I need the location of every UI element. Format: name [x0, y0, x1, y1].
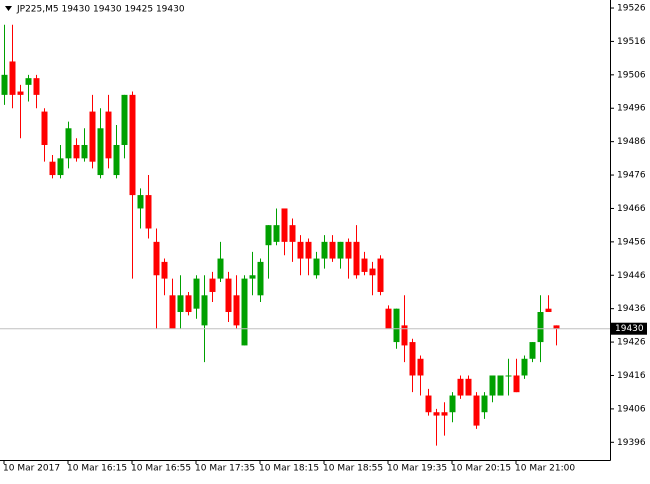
- candle-body: [337, 241, 344, 259]
- candle-body: [361, 258, 368, 272]
- y-tick-label: 19416: [617, 371, 646, 381]
- candle-body: [257, 261, 264, 296]
- candle-body: [521, 358, 528, 376]
- candle-body: [169, 295, 176, 329]
- candle-body: [529, 342, 536, 359]
- y-tick-label: 19496: [617, 104, 646, 114]
- candle-body: [321, 241, 328, 259]
- y-tick-label: 19506: [617, 70, 646, 80]
- chart-title: JP225,M5 19430 19430 19425 19430: [16, 5, 185, 15]
- candle-body: [89, 111, 96, 162]
- candle-body: [353, 241, 360, 276]
- x-tick-label: 10 Mar 18:55: [323, 464, 383, 474]
- y-tick-label: 19456: [617, 237, 646, 247]
- candle-body: [433, 412, 440, 416]
- candle-body: [265, 225, 272, 246]
- candle-body: [121, 94, 128, 145]
- candle-body: [137, 195, 144, 209]
- x-tick-label: 10 Mar 16:15: [67, 464, 127, 474]
- x-tick-label: 10 Mar 20:15: [451, 464, 511, 474]
- candle-body: [105, 111, 112, 159]
- candle-body: [17, 91, 24, 95]
- candle-body: [505, 375, 512, 377]
- candle-body: [553, 325, 560, 329]
- x-tick-label: 10 Mar 21:00: [515, 464, 575, 474]
- candle-body: [97, 128, 104, 176]
- candle-body: [345, 241, 352, 259]
- candle-body: [537, 312, 544, 343]
- menu-arrow[interactable]: [5, 6, 12, 11]
- y-tick-label: 19436: [617, 304, 646, 314]
- candle-body: [233, 295, 240, 326]
- candle-body: [129, 94, 136, 196]
- x-tick-label: 10 Mar 19:35: [387, 464, 447, 474]
- candle-body: [385, 308, 392, 329]
- candle-body: [185, 295, 192, 313]
- candle-body: [513, 375, 520, 393]
- x-tick-label: 10 Mar 17:35: [195, 464, 255, 474]
- y-tick-label: 19426: [617, 338, 646, 348]
- candle-body: [273, 225, 280, 242]
- candle-body: [329, 241, 336, 259]
- y-tick-label: 19406: [617, 404, 646, 414]
- y-tick-label: 19466: [617, 204, 646, 214]
- candle-body: [225, 278, 232, 313]
- candle-body: [153, 241, 160, 276]
- candle-body: [209, 278, 216, 292]
- candle-body: [425, 395, 432, 413]
- candle-body: [113, 144, 120, 176]
- candle-body: [297, 241, 304, 259]
- candle-body: [449, 395, 456, 413]
- candle-body: [65, 128, 72, 159]
- x-tick-label: 10 Mar 2017: [3, 464, 60, 474]
- candle-body: [73, 144, 80, 159]
- candle-body: [441, 412, 448, 416]
- candle-body: [545, 308, 552, 313]
- candle-body: [497, 375, 504, 396]
- candle-body: [161, 261, 168, 279]
- x-tick-label: 10 Mar 18:15: [259, 464, 319, 474]
- candle-body: [25, 78, 32, 85]
- candle-body: [489, 375, 496, 396]
- candle-body: [241, 278, 248, 346]
- candle-body: [369, 268, 376, 276]
- candle-body: [81, 144, 88, 159]
- y-tick-label: 19526: [617, 4, 646, 14]
- candle-body: [193, 278, 200, 309]
- candle-body: [217, 258, 224, 279]
- candle-body: [177, 295, 184, 313]
- x-tick-label: 10 Mar 16:55: [131, 464, 191, 474]
- candle-body: [9, 61, 16, 95]
- candle-body: [249, 275, 256, 279]
- candle-body: [57, 158, 64, 176]
- candle-body: [409, 342, 416, 376]
- candle-body: [1, 74, 8, 95]
- candle-body: [481, 395, 488, 413]
- candle-body: [49, 161, 56, 176]
- y-tick-label: 19476: [617, 171, 646, 181]
- y-tick-label: 19516: [617, 37, 646, 47]
- candle-body: [305, 241, 312, 259]
- candle-body: [41, 111, 48, 145]
- candle-body: [393, 308, 400, 343]
- candle-body: [465, 378, 472, 396]
- candle-body: [281, 208, 288, 242]
- y-tick-label: 19486: [617, 137, 646, 147]
- candle-body: [289, 225, 296, 242]
- candle-body: [417, 358, 424, 376]
- candle-body: [457, 378, 464, 396]
- y-tick-label: 19446: [617, 271, 646, 281]
- candle-body: [33, 78, 40, 95]
- candle-body: [145, 195, 152, 229]
- candle-body: [201, 295, 208, 326]
- y-tick-label: 19396: [617, 438, 646, 448]
- candle-body: [377, 258, 384, 292]
- candle-body: [473, 395, 480, 426]
- candle-body: [401, 325, 408, 346]
- price-label-box: [611, 322, 647, 335]
- candle-body: [313, 258, 320, 276]
- price-label: 19430: [615, 324, 644, 334]
